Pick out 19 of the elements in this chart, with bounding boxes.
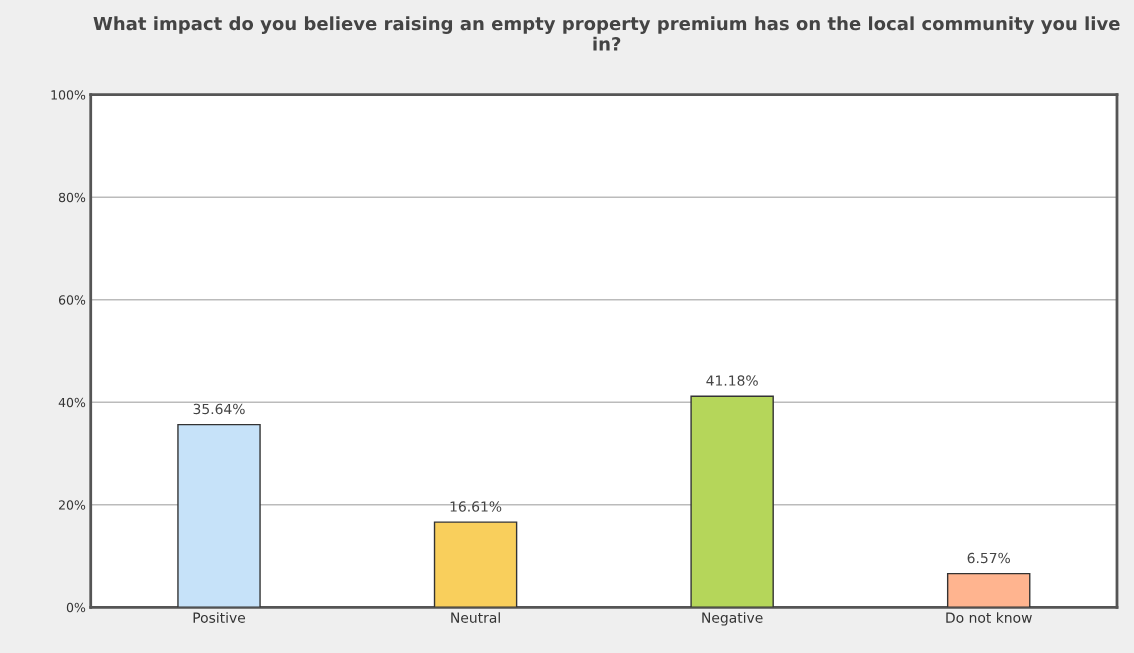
x-tick-label: Neutral xyxy=(451,612,500,623)
y-tick-label: 0% xyxy=(66,602,86,613)
x-tick-label: Positive xyxy=(193,612,246,623)
data-label: 6.57% xyxy=(967,552,1010,564)
y-tick-label: 20% xyxy=(58,500,86,510)
data-label: 16.61% xyxy=(450,501,502,512)
y-tick-label: 100% xyxy=(51,90,86,100)
y-tick-label: 80% xyxy=(58,192,86,203)
bar xyxy=(177,423,261,608)
bar xyxy=(690,395,774,608)
chart-title: What impact do you believe raising an empty property premium has on the local community you live in? xyxy=(93,16,1120,51)
y-tick-label: 60% xyxy=(58,295,86,305)
bar xyxy=(433,521,518,608)
data-label: 35.64% xyxy=(193,403,245,415)
x-tick-label: Do not know xyxy=(946,612,1032,623)
data-label: 41.18% xyxy=(706,375,758,386)
y-tick-label: 40% xyxy=(58,397,86,408)
bar xyxy=(946,572,1031,608)
x-tick-label: Negative xyxy=(702,612,763,626)
